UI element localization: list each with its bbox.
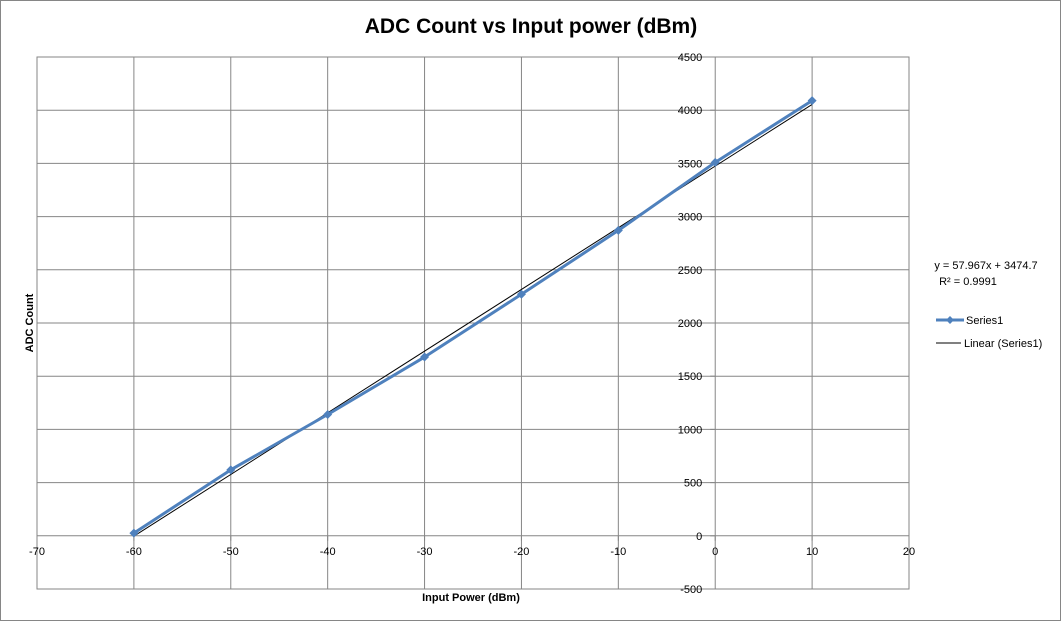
trendline [133, 103, 813, 537]
x-tick-label: -20 [513, 546, 529, 558]
y-tick-label: 1500 [678, 371, 702, 383]
series1-point [516, 289, 526, 299]
y-tick-label: 0 [696, 531, 702, 543]
axes [36, 56, 910, 590]
x-axis-title: Input Power (dBm) [422, 592, 520, 604]
legend: Series1 Linear (Series1) [936, 315, 1042, 350]
x-tick-label: 0 [712, 546, 718, 558]
x-tick-label: -30 [417, 546, 433, 558]
y-tick-label: 2500 [678, 265, 702, 277]
x-tick-label: -70 [29, 546, 45, 558]
series1-point [420, 352, 430, 362]
series1-point [129, 528, 139, 538]
trendline-equation: y = 57.967x + 3474.7 [934, 260, 1037, 272]
series1-line [133, 99, 813, 535]
grid-lines [37, 57, 909, 589]
x-tick-label: -40 [320, 546, 336, 558]
chart-title: ADC Count vs Input power (dBm) [365, 15, 697, 38]
x-tick-label: -10 [610, 546, 626, 558]
y-tick-label: -500 [680, 584, 702, 596]
y-tick-label: 3500 [678, 158, 702, 170]
y-tick-label: 2000 [678, 318, 702, 330]
y-tick-label: 1000 [678, 424, 702, 436]
trendline-r-squared: R² = 0.9991 [939, 276, 997, 288]
series1-point [807, 96, 817, 106]
y-axis-title: ADC Count [24, 293, 36, 352]
y-tick-label: 3000 [678, 212, 702, 224]
x-tick-label: 20 [903, 546, 915, 558]
tick-labels: -70 -60 -50 -40 -30 -20 -10 0 10 20 -500 0 500 1000 15… [29, 52, 915, 596]
series1-point [613, 225, 623, 235]
y-tick-label: 4000 [678, 105, 702, 117]
series1-point [323, 410, 333, 420]
legend-series1-label: Series1 [966, 315, 1003, 327]
trendline-line [133, 103, 813, 537]
x-tick-label: -50 [223, 546, 239, 558]
y-tick-label: 500 [684, 478, 702, 490]
x-tick-label: 10 [806, 546, 818, 558]
series-layer [129, 96, 817, 538]
x-tick-label: -60 [126, 546, 142, 558]
legend-series1-marker [946, 316, 954, 324]
series1-point [710, 157, 720, 167]
legend-trendline-label: Linear (Series1) [964, 338, 1042, 350]
series1-point [226, 465, 236, 475]
y-tick-label: 4500 [678, 52, 702, 64]
